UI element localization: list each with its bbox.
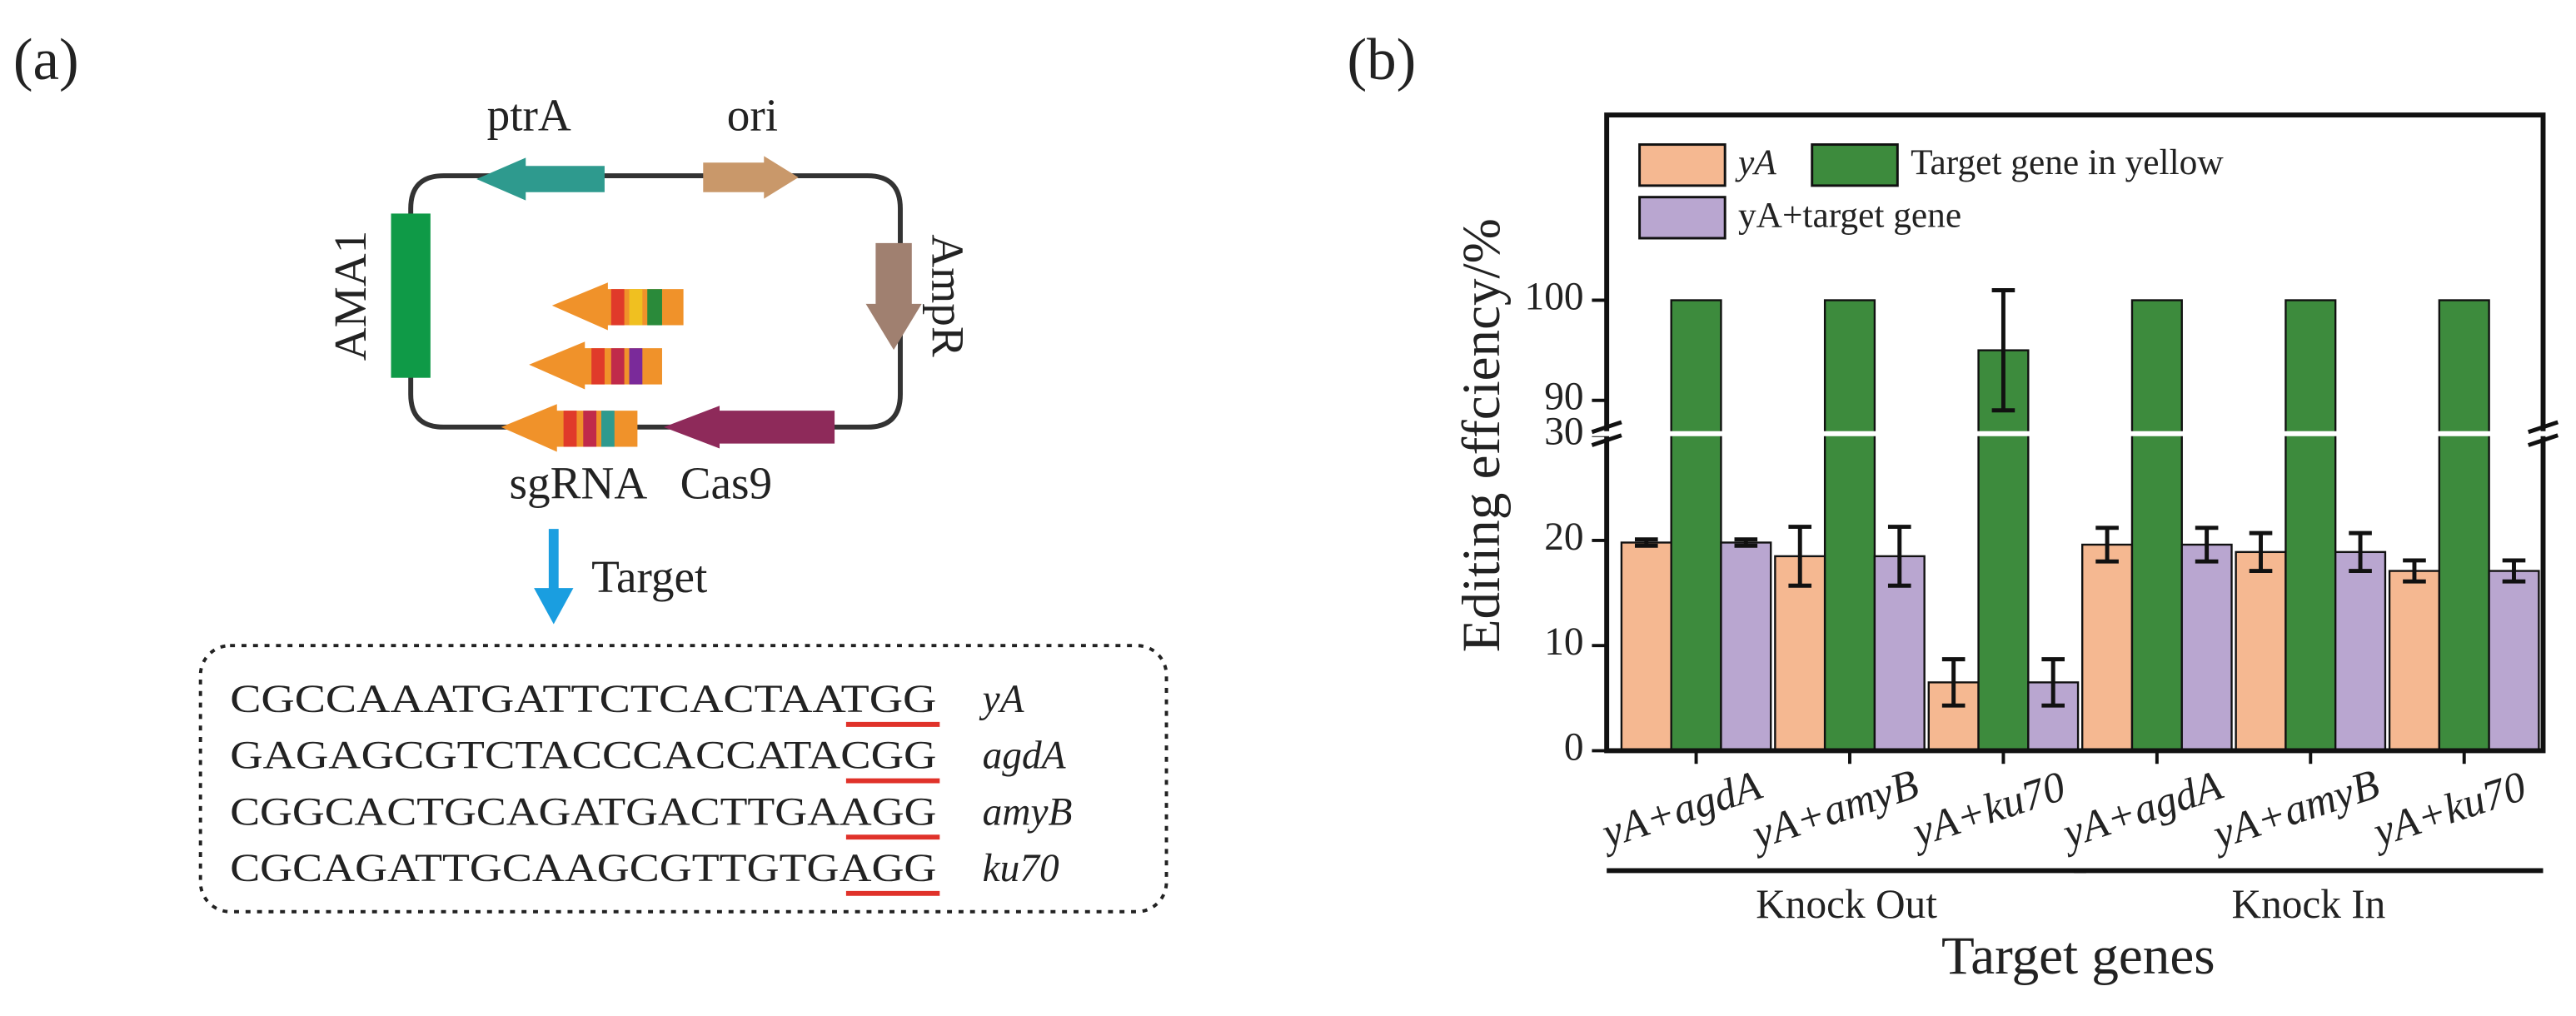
- target-label: Target: [591, 551, 708, 602]
- bar: [1670, 299, 1722, 752]
- Cas9-arrow: [663, 406, 835, 449]
- break-mark: [2527, 420, 2559, 435]
- sequence-box: [198, 644, 1168, 914]
- legend-label: yA+target gene: [1738, 195, 1961, 235]
- x-tick-label: yA+amyB: [1743, 760, 1925, 859]
- legend-label: yA: [1735, 142, 1776, 182]
- bar: [1774, 555, 1826, 752]
- legend-label: Target gene in yellow: [1911, 142, 2224, 182]
- x-tick-label: yA+amyB: [2204, 760, 2385, 859]
- y-tick-label: 30: [1544, 411, 1583, 454]
- x-tick-label: yA+ku70: [1903, 763, 2070, 858]
- bar: [2388, 570, 2441, 752]
- bar: [2488, 570, 2540, 752]
- bar: [1720, 541, 1772, 752]
- bar: [2285, 299, 2337, 752]
- break-mark: [1591, 420, 1622, 435]
- stripe: [591, 348, 605, 385]
- x-tick-label: yA+agdA: [2053, 761, 2228, 859]
- AmpR-arrow: [865, 242, 922, 351]
- plasmid-backbone: [408, 173, 903, 430]
- bar: [2081, 543, 2134, 752]
- y-tick-label: 10: [1544, 620, 1583, 664]
- y-tick-label: 100: [1525, 275, 1584, 318]
- stripe: [629, 289, 643, 326]
- sequence: CGCCAAATGATTCTCACTAATGG: [230, 678, 936, 721]
- sequence: GAGAGCGTCTACCCACCATACGG: [230, 735, 936, 778]
- ptrA-label: ptrA: [487, 90, 571, 141]
- error-bar: [1634, 537, 1658, 548]
- y-tick-label: 90: [1544, 376, 1583, 419]
- error-bar: [1887, 525, 1911, 588]
- bar: [1620, 541, 1672, 752]
- stripe: [610, 289, 625, 326]
- Cas9-label: Cas9: [680, 458, 772, 509]
- bar: [1977, 349, 2030, 752]
- error-bar: [1788, 525, 1812, 588]
- gene-name: ku70: [983, 847, 1059, 890]
- panel-label: (a): [13, 27, 79, 92]
- sequence-list: CGCCAAATGATTCTCACTAATGG yA GAGAGCGTCTACCCA…: [230, 678, 1073, 896]
- error-bar: [2041, 657, 2065, 708]
- bar: [2130, 299, 2183, 752]
- group-label: Knock In: [2232, 881, 2386, 927]
- error-bar: [1941, 657, 1966, 708]
- AMA1-box: [391, 213, 431, 378]
- error-bar: [2502, 558, 2526, 584]
- error-bar: [2195, 525, 2219, 564]
- error-bar: [2095, 525, 2119, 564]
- chart: 010203090100yA+agdAyA+amyByA+ku70yA+agdA…: [1452, 112, 2564, 986]
- bar: [1823, 299, 1876, 752]
- target-arrow-head: [534, 588, 574, 625]
- error-bar: [2403, 558, 2426, 584]
- error-bar: [1734, 537, 1758, 548]
- x-axis-title: Target genes: [1941, 926, 2215, 986]
- sequence: CGCAGATTGCAAGCGTTGTGAGG: [230, 847, 936, 890]
- bar: [2334, 550, 2387, 752]
- AmpR-label: AmpR: [923, 234, 974, 356]
- stripe: [600, 411, 615, 447]
- panel-label: (b): [1348, 27, 1417, 92]
- ori-arrow: [703, 156, 799, 199]
- bar: [2180, 543, 2233, 752]
- group-label: Knock Out: [1756, 881, 1937, 927]
- legend-swatch: [1638, 143, 1726, 187]
- error-bar: [2349, 530, 2372, 574]
- y-axis-title: Editing effciency/%: [1452, 218, 1512, 652]
- bar: [1873, 555, 1926, 752]
- stripe: [629, 348, 643, 385]
- ori-label: ori: [727, 90, 778, 141]
- error-bar: [1991, 288, 2015, 413]
- bar: [2438, 299, 2490, 752]
- break-mark: [2527, 433, 2559, 447]
- stripe: [610, 348, 625, 385]
- stripe: [563, 411, 577, 447]
- sequence: CGGCACTGCAGATGACTTGAAGG: [230, 790, 936, 834]
- x-tick-label: yA+agdA: [1592, 761, 1767, 859]
- sgRNA-label: sgRNA: [510, 458, 648, 509]
- legend-swatch: [1638, 196, 1726, 240]
- gene-name: amyB: [983, 790, 1073, 834]
- ptrA-arrow: [476, 157, 605, 201]
- bar: [2235, 550, 2287, 752]
- gene-name: yA: [979, 678, 1025, 721]
- error-bar: [2249, 530, 2273, 574]
- stripe: [583, 411, 597, 447]
- break-mark: [1591, 433, 1622, 447]
- y-tick-label: 0: [1564, 725, 1584, 769]
- stripe: [647, 289, 662, 326]
- legend-swatch: [1811, 143, 1899, 187]
- gene-name: agdA: [983, 735, 1067, 778]
- sgRNA-arrows: [501, 282, 684, 452]
- x-tick-label: yA+ku70: [2364, 763, 2531, 858]
- AMA1-label: AMA1: [325, 231, 376, 361]
- y-tick-label: 20: [1544, 515, 1583, 559]
